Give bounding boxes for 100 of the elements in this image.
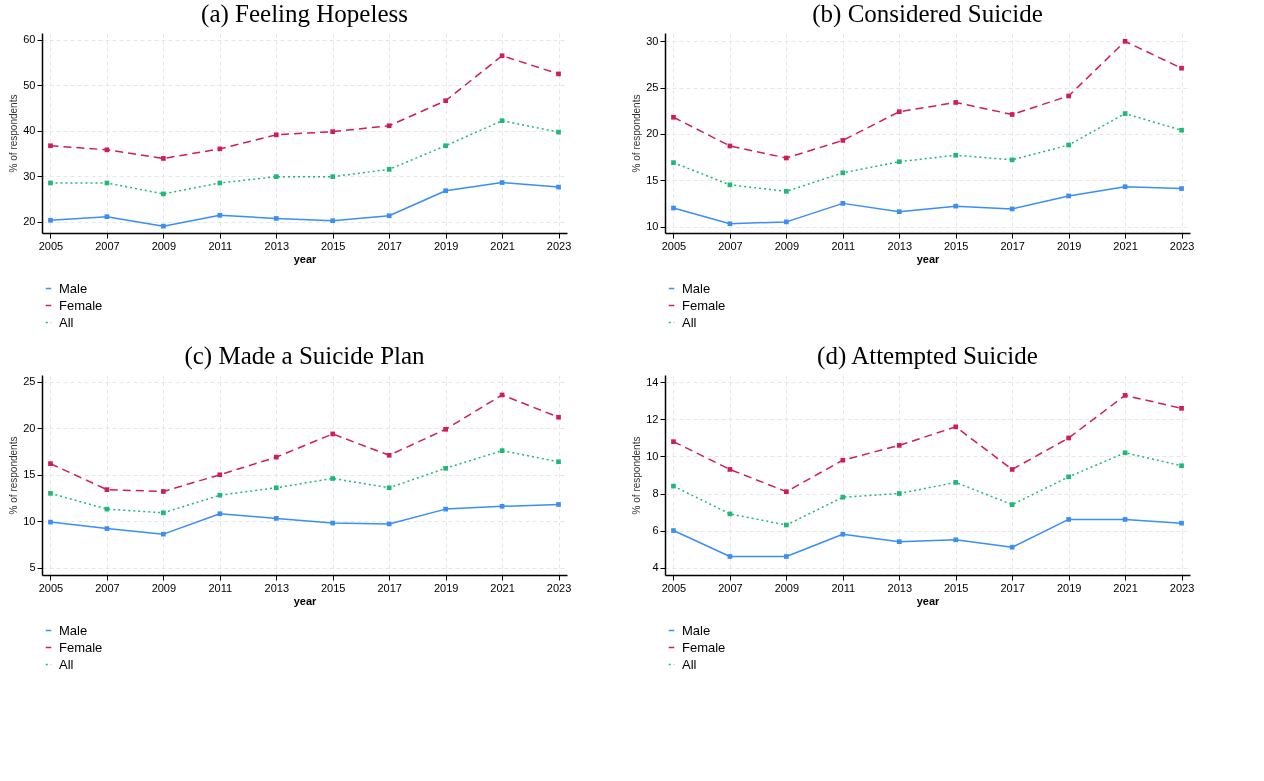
- point: [48, 217, 53, 223]
- y-tick-label: 50: [23, 78, 36, 91]
- chart-title: (c) Made a Suicide Plan: [184, 342, 426, 370]
- point: [556, 184, 561, 190]
- point: [386, 213, 392, 219]
- y-tick-label: 20: [646, 127, 659, 140]
- point: [1009, 467, 1015, 472]
- y-tick-label: 60: [23, 33, 36, 46]
- x-tick-label: 2007: [718, 239, 743, 252]
- point: [556, 71, 561, 77]
- point: [727, 467, 733, 472]
- legend-label: Female: [682, 297, 726, 313]
- point: [896, 443, 902, 448]
- point: [953, 537, 959, 543]
- point: [1179, 127, 1184, 133]
- point: [161, 531, 166, 537]
- x-tick-label: 2009: [774, 239, 800, 252]
- point: [953, 203, 959, 209]
- point: [556, 502, 561, 507]
- x-tick-label: 2009: [151, 239, 177, 252]
- legend-label: Male: [59, 280, 88, 296]
- legend-label: Male: [59, 622, 88, 638]
- point: [161, 191, 166, 197]
- point: [671, 439, 676, 445]
- point: [840, 494, 846, 500]
- point: [671, 114, 676, 120]
- x-tick-label: 2021: [490, 239, 515, 252]
- x-tick-label: 2015: [943, 239, 969, 252]
- x-tick-label: 2021: [490, 581, 515, 594]
- point: [273, 516, 279, 521]
- point: [1009, 112, 1015, 117]
- point: [1179, 65, 1184, 71]
- y-axis-title: % of respondents: [8, 436, 20, 515]
- point: [556, 459, 561, 465]
- point: [671, 528, 676, 533]
- point: [1066, 474, 1071, 480]
- y-tick-label: 30: [646, 34, 659, 47]
- legend-label: All: [59, 314, 74, 330]
- point: [217, 146, 223, 152]
- point: [443, 506, 448, 512]
- point: [104, 147, 110, 153]
- point: [161, 156, 166, 161]
- point: [273, 485, 279, 491]
- point: [1122, 517, 1128, 522]
- point: [1179, 186, 1184, 191]
- y-axis-title: % of respondents: [631, 436, 643, 515]
- y-tick-label: 15: [23, 468, 36, 481]
- x-tick-label: 2015: [320, 581, 346, 594]
- legend-label: Female: [682, 639, 726, 655]
- point: [443, 426, 448, 432]
- point: [1066, 517, 1071, 522]
- point: [1009, 502, 1015, 507]
- chart-title: (a) Feeling Hopeless: [201, 0, 408, 28]
- point: [896, 539, 902, 545]
- x-tick-label: 2019: [433, 239, 459, 252]
- y-tick-label: 40: [23, 124, 36, 137]
- point: [386, 123, 392, 129]
- point: [499, 448, 505, 453]
- x-tick-label: 2023: [1169, 581, 1195, 594]
- x-axis-title: year: [293, 252, 318, 265]
- point: [896, 491, 902, 496]
- x-tick-label: 2023: [546, 239, 572, 252]
- point: [840, 531, 846, 537]
- point: [499, 118, 505, 124]
- x-tick-label: 2023: [546, 581, 572, 594]
- point: [217, 492, 223, 498]
- point: [217, 511, 223, 517]
- point: [1009, 206, 1015, 212]
- point: [386, 485, 392, 491]
- x-tick-label: 2017: [377, 239, 402, 252]
- point: [953, 152, 959, 158]
- point: [499, 503, 505, 509]
- legend-label: Male: [682, 280, 711, 296]
- x-tick-label: 2013: [264, 581, 290, 594]
- x-tick-label: 2005: [661, 239, 687, 252]
- point: [443, 465, 448, 471]
- chart-title: (b) Considered Suicide: [812, 0, 1043, 28]
- point: [161, 510, 166, 516]
- point: [953, 100, 959, 105]
- point: [1066, 193, 1071, 199]
- x-tick-label: 2011: [831, 239, 856, 252]
- x-tick-label: 2011: [208, 581, 233, 594]
- point: [896, 209, 902, 215]
- point: [1122, 393, 1128, 398]
- point: [273, 216, 279, 221]
- point: [48, 461, 53, 466]
- point: [840, 457, 846, 463]
- point: [1122, 111, 1128, 116]
- point: [273, 132, 279, 138]
- point: [1066, 435, 1071, 441]
- point: [671, 160, 676, 165]
- y-tick-label: 12: [646, 412, 659, 425]
- y-tick-label: 10: [23, 514, 36, 527]
- x-tick-label: 2007: [718, 581, 743, 594]
- x-tick-label: 2017: [1000, 239, 1025, 252]
- y-tick-label: 14: [646, 375, 659, 388]
- y-axis-title: % of respondents: [8, 94, 20, 173]
- y-tick-label: 5: [29, 561, 36, 574]
- chart-title: (d) Attempted Suicide: [817, 342, 1038, 370]
- x-tick-label: 2013: [264, 239, 290, 252]
